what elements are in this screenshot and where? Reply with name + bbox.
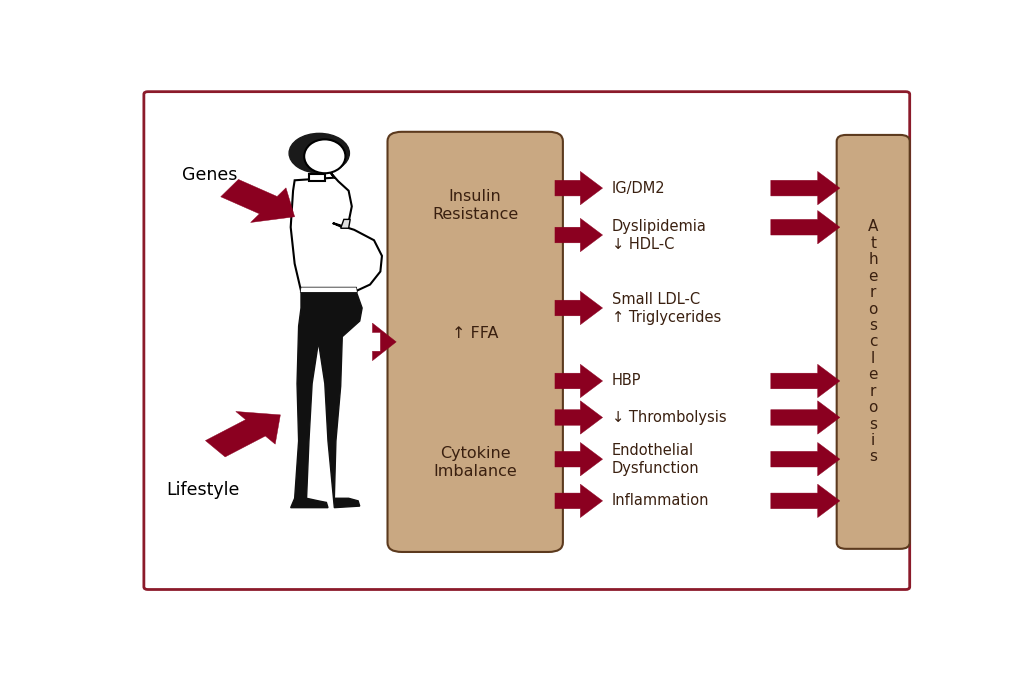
Polygon shape bbox=[771, 364, 840, 397]
Text: Lifestyle: Lifestyle bbox=[166, 481, 240, 500]
Polygon shape bbox=[771, 401, 840, 434]
Text: A
t
h
e
r
o
s
c
l
e
r
o
s
i
s: A t h e r o s c l e r o s i s bbox=[868, 219, 879, 464]
Polygon shape bbox=[555, 484, 602, 517]
Polygon shape bbox=[309, 174, 325, 181]
FancyBboxPatch shape bbox=[387, 132, 563, 552]
Text: ↓ Thrombolysis: ↓ Thrombolysis bbox=[612, 410, 727, 425]
Polygon shape bbox=[555, 443, 602, 476]
Text: Genes: Genes bbox=[182, 166, 238, 184]
Text: Endothelial
Dysfunction: Endothelial Dysfunction bbox=[612, 443, 699, 476]
Polygon shape bbox=[341, 219, 350, 228]
FancyBboxPatch shape bbox=[143, 91, 909, 590]
Circle shape bbox=[289, 133, 349, 173]
Text: Inflammation: Inflammation bbox=[612, 494, 710, 508]
Polygon shape bbox=[300, 287, 357, 292]
Polygon shape bbox=[771, 443, 840, 476]
Polygon shape bbox=[373, 323, 396, 361]
Text: Insulin
Resistance: Insulin Resistance bbox=[432, 189, 518, 222]
Polygon shape bbox=[555, 219, 602, 252]
Polygon shape bbox=[555, 291, 602, 325]
Polygon shape bbox=[555, 401, 602, 434]
Text: HBP: HBP bbox=[612, 374, 642, 389]
Ellipse shape bbox=[304, 139, 345, 173]
Polygon shape bbox=[771, 484, 840, 517]
Text: Cytokine
Imbalance: Cytokine Imbalance bbox=[433, 445, 517, 479]
Text: Small LDL-C
↑ Triglycerides: Small LDL-C ↑ Triglycerides bbox=[612, 292, 721, 324]
FancyBboxPatch shape bbox=[837, 135, 909, 549]
Polygon shape bbox=[555, 364, 602, 397]
Polygon shape bbox=[771, 171, 840, 204]
Polygon shape bbox=[291, 292, 362, 508]
Polygon shape bbox=[291, 173, 382, 291]
Polygon shape bbox=[555, 171, 602, 204]
Text: ↑ FFA: ↑ FFA bbox=[452, 326, 499, 341]
Polygon shape bbox=[206, 412, 281, 457]
Polygon shape bbox=[771, 211, 840, 244]
Text: IG/DM2: IG/DM2 bbox=[612, 181, 666, 196]
Polygon shape bbox=[221, 179, 295, 223]
Text: Dyslipidemia
↓ HDL-C: Dyslipidemia ↓ HDL-C bbox=[612, 219, 707, 252]
